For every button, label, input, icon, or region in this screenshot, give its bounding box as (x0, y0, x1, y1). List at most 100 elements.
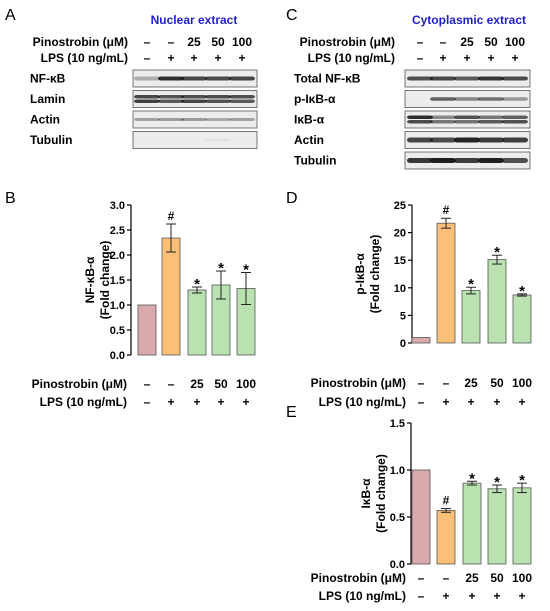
y-tick-label: 2.5 (110, 225, 125, 237)
panel-letter: A (5, 7, 16, 24)
treatment-value: + (242, 395, 249, 409)
treatment-value: 25 (464, 376, 478, 390)
treatment-value: + (463, 51, 470, 65)
blot-band (430, 76, 456, 81)
significance-mark: * (494, 244, 500, 261)
blot-band (430, 97, 456, 101)
bar (411, 337, 431, 344)
treatment-label: Pinostrobin (μM) (32, 377, 127, 391)
blot-band (407, 76, 433, 81)
y-tick-label: 2.0 (110, 250, 125, 262)
blot-strip (404, 110, 531, 129)
y-tick-label: 20 (394, 228, 406, 240)
y-label-line-2: (Fold change) (368, 235, 382, 314)
blot-band (430, 115, 456, 120)
blot-label: Tubulin (30, 133, 72, 147)
blot-band (205, 95, 231, 99)
blot-band (502, 115, 528, 120)
y-axis-label: IκB-α (Fold change) (359, 454, 388, 533)
blot-band (134, 76, 160, 81)
blot-band (430, 158, 456, 163)
panel-letter: C (286, 7, 298, 24)
chart-panel-b: B 0.0 0.5 1.0 1.5 2.0 2.5 3.0 NF-κB-α (Fold chang… (5, 190, 256, 409)
significance-mark: * (519, 283, 525, 300)
blot-band (229, 118, 255, 121)
blot-band (205, 118, 231, 121)
treatment-value: 50 (490, 376, 504, 390)
blot-band (134, 118, 160, 121)
y-tick-label: 10 (394, 283, 406, 295)
blot-band (502, 137, 528, 143)
blot-band (407, 137, 433, 143)
treatment-value: + (217, 395, 224, 409)
y-tick-label: 3.0 (110, 200, 125, 212)
panel-title: Cytoplasmic extract (412, 13, 526, 27)
treatment-value: 25 (460, 35, 474, 49)
blot-band (134, 99, 160, 103)
blot-label: NF-κB (30, 72, 66, 86)
treatment-value: + (518, 589, 525, 603)
blot-band (478, 137, 504, 143)
treatment-value: – (144, 377, 151, 391)
treatment-value: – (418, 589, 425, 603)
chart-panel-d: D 0 5 10 15 20 25 p-IκB-α (Fold change) # * * * Pinos… (286, 190, 532, 409)
treatment-value: + (493, 395, 500, 409)
panel-letter: D (286, 190, 298, 207)
treatment-value: + (442, 589, 449, 603)
blot-label: Actin (294, 133, 324, 147)
bar-chart-panels: B0.00.51.01.52.02.53.0NF-κB-α (Fold chang… (5, 190, 532, 603)
treatment-value: 100 (232, 35, 252, 49)
y-tick-label: 5 (400, 310, 406, 322)
significance-mark: * (519, 472, 525, 489)
treatment-value: + (467, 395, 474, 409)
bar (411, 469, 431, 565)
y-axis-label: p-IκB-α (Fold change) (353, 235, 382, 314)
significance-mark: # (443, 494, 450, 508)
blot-band (229, 99, 255, 103)
blot-band (158, 99, 184, 103)
treatment-value: – (417, 51, 424, 65)
treatment-value: + (167, 395, 174, 409)
treatment-label: LPS (10 ng/mL) (319, 589, 406, 603)
blot-label: Actin (30, 113, 60, 127)
blot-band (478, 76, 504, 81)
bar (512, 487, 532, 565)
treatment-label: LPS (10 ng/mL) (40, 395, 127, 409)
treatment-value: + (487, 51, 494, 65)
bar (436, 510, 456, 565)
treatment-label: LPS (10 ng/mL) (319, 395, 406, 409)
treatment-label: Pinostrobin (μM) (311, 376, 406, 390)
treatment-value: – (443, 376, 450, 390)
blot-band (181, 76, 207, 81)
blot-band (205, 99, 231, 103)
treatment-value: 25 (190, 377, 204, 391)
blot-band (454, 115, 480, 120)
treatment-label: Pinostrobin (μM) (311, 571, 406, 585)
y-tick-label: 1.0 (110, 300, 125, 312)
blot-band (158, 76, 184, 81)
blot-band (181, 95, 207, 99)
treatment-value: + (468, 589, 475, 603)
y-tick-label: 0.0 (390, 559, 405, 571)
bar (487, 488, 507, 565)
blot-band (158, 95, 184, 99)
treatment-value: + (214, 51, 221, 65)
treatment-value: 100 (512, 376, 532, 390)
treatment-value: – (168, 35, 175, 49)
significance-mark: * (468, 276, 474, 293)
y-tick-label: 25 (394, 200, 406, 212)
blot-band (478, 119, 504, 124)
blot-strip (132, 90, 258, 108)
y-tick-label: 1.5 (390, 418, 405, 430)
y-label-line-1: p-IκB-α (353, 253, 367, 295)
blot-band (158, 118, 184, 121)
treatment-value: 100 (512, 571, 532, 585)
blot-label: p-IκB-α (294, 92, 336, 106)
blot-band (430, 119, 456, 124)
blot-band (454, 119, 480, 124)
bar (161, 237, 181, 356)
y-label-line-1: NF-κB-α (83, 256, 97, 303)
significance-mark: * (243, 262, 249, 279)
